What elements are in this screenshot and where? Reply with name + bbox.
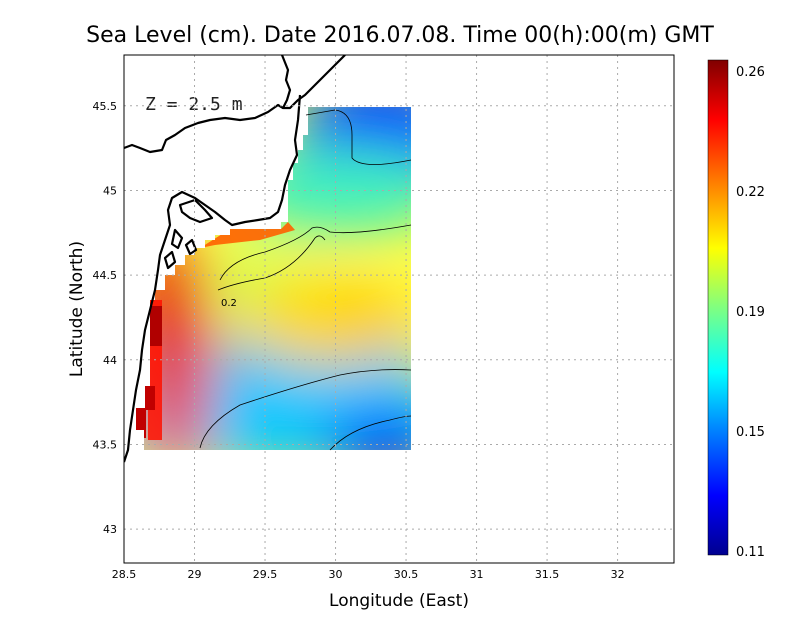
x-tick-label: 28.5	[112, 568, 137, 581]
x-tick-label: 29	[188, 568, 202, 581]
colorbar-tick-label: 0.15	[736, 425, 765, 440]
plot-frame	[123, 54, 675, 564]
x-tick-label: 30.5	[394, 568, 419, 581]
y-tick-label: 43	[103, 523, 117, 536]
x-tick-label: 30	[329, 568, 343, 581]
y-axis-label: Latitude (North)	[67, 241, 87, 377]
gridlines	[124, 55, 674, 563]
colorbar-gradient	[707, 59, 729, 556]
map-title: Sea Level (cm). Date 2016.07.08. Time 00…	[86, 23, 714, 48]
x-tick-label: 32	[611, 568, 625, 581]
y-tick-label: 44	[103, 354, 117, 367]
x-tick-label: 31.5	[535, 568, 560, 581]
colorbar-tick-label: 0.26	[736, 65, 765, 80]
colorbar-tick-label: 0.19	[736, 305, 765, 320]
y-tick-label: 45	[103, 184, 117, 197]
depth-label: Z = 2.5 m	[145, 94, 243, 115]
colorbar-tick-label: 0.11	[736, 545, 765, 560]
y-tick-label: 44.5	[93, 269, 118, 282]
x-tick-label: 31	[470, 568, 484, 581]
y-tick-label: 43.5	[93, 438, 118, 451]
y-tick-labels: 43 43.5 44 44.5 45 45.5	[93, 100, 118, 536]
x-axis-label: Longitude (East)	[329, 591, 469, 611]
y-tick-label: 45.5	[93, 100, 118, 113]
x-tick-labels: 28.5 29 29.5 30 30.5 31 31.5 32	[112, 568, 625, 581]
colorbar: 0.26 0.22 0.19 0.15 0.11	[707, 59, 765, 560]
x-tick-label: 29.5	[253, 568, 278, 581]
contour-label: 0.2	[221, 298, 237, 309]
coastline	[124, 55, 346, 463]
colorbar-tick-label: 0.22	[736, 185, 765, 200]
